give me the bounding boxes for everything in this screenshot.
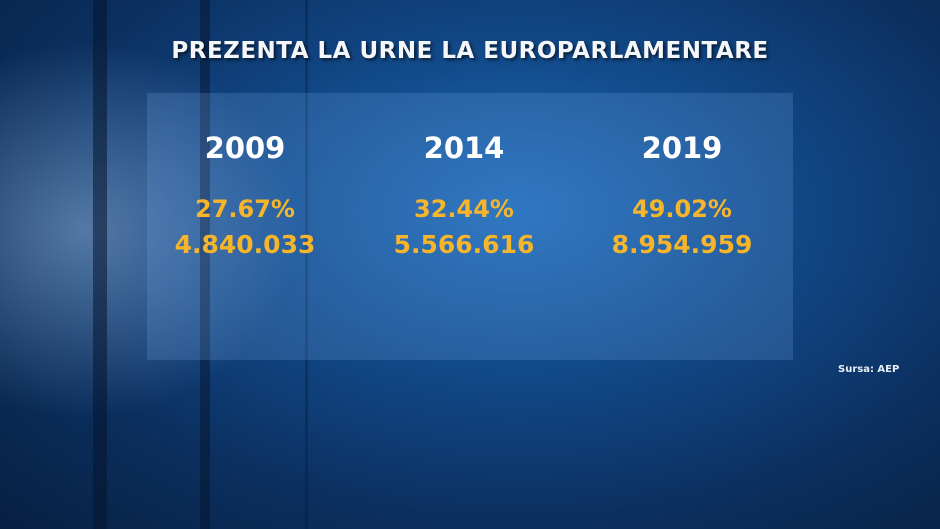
turnout: 27.67%	[195, 195, 295, 223]
panel	[147, 93, 793, 360]
background-stripe	[305, 0, 308, 529]
column: 2009 27.67% 4.840.033	[135, 128, 355, 264]
column: 2014 32.44% 5.566.616	[354, 128, 574, 264]
turnout: 49.02%	[632, 195, 732, 223]
year: 2014	[423, 131, 505, 165]
background-stripe	[93, 0, 107, 529]
year: 2009	[204, 131, 286, 165]
voters: 5.566.616	[393, 230, 535, 259]
column: 2019 49.02% 8.954.959	[572, 128, 792, 264]
voters: 4.840.033	[174, 230, 316, 259]
turnout: 32.44%	[414, 195, 514, 223]
title: PREZENTA LA URNE LA EUROPARLAMENTARE	[171, 38, 769, 64]
voters: 8.954.959	[611, 230, 753, 259]
year: 2019	[641, 131, 723, 165]
background-glow	[0, 40, 300, 420]
background-stripe	[200, 0, 210, 529]
source: Sursa: AEP	[838, 364, 900, 375]
